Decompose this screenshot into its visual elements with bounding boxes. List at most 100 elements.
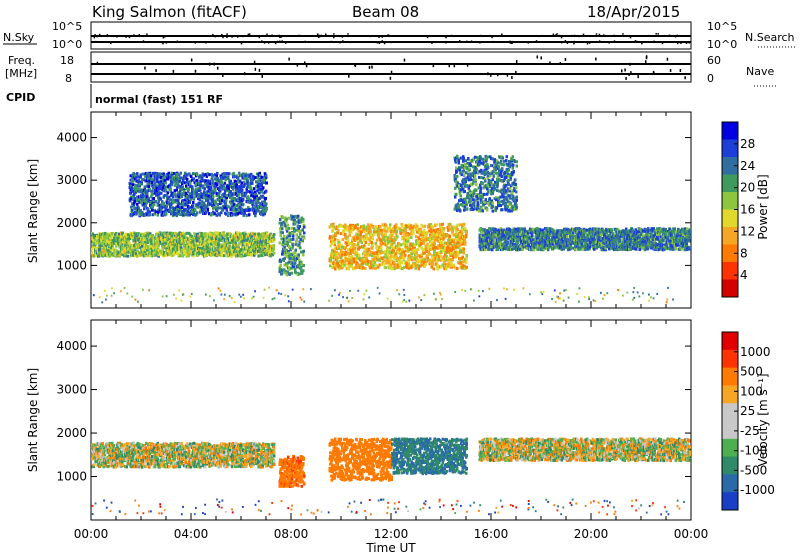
echo-cell [114, 240, 117, 244]
echo-cell [359, 266, 362, 270]
echo-cell [366, 227, 369, 231]
echo-cell [436, 228, 439, 232]
echo-cell [106, 236, 109, 240]
echo-cell [197, 252, 200, 256]
freq-point [254, 67, 257, 71]
echo-cell [433, 238, 436, 242]
freq-point [496, 73, 499, 77]
nsky-point [325, 33, 327, 36]
echo-cell [391, 245, 394, 249]
echo-cell [435, 238, 438, 242]
echo-cell [280, 237, 283, 241]
nsky-point [212, 33, 214, 36]
nsky-point [657, 33, 659, 35]
echo-cell [160, 237, 163, 241]
echo-cell [109, 236, 112, 240]
echo-cell [289, 232, 292, 236]
nsky-point [237, 34, 240, 37]
echo-cell [220, 247, 223, 251]
echo-cell [284, 216, 287, 220]
echo-cell [189, 233, 192, 237]
nsky-point [655, 33, 657, 35]
echo-cell [232, 237, 235, 241]
echo-cell [387, 263, 390, 267]
echo-cell [357, 243, 360, 247]
echo-cell [278, 265, 281, 269]
echo-cell [395, 229, 398, 233]
nsky-point [491, 36, 493, 39]
echo-cell [207, 250, 210, 254]
echo-cell [340, 248, 343, 252]
echo-cell [402, 257, 405, 261]
nsky-point [373, 41, 375, 43]
echo-cell [213, 247, 216, 251]
echo-cell [104, 231, 107, 235]
echo-cell [491, 248, 494, 252]
echo-cell [375, 250, 378, 254]
echo-cell [201, 234, 204, 238]
echo-cell [290, 266, 293, 270]
echo-cell [240, 232, 243, 236]
echo-cell [343, 260, 346, 264]
echo-cell [443, 227, 446, 231]
echo-cell [135, 232, 138, 236]
echo-cell [278, 241, 281, 245]
echo-cell [465, 254, 468, 258]
echo-cell [156, 240, 159, 244]
nsky-point [431, 42, 433, 45]
echo-cell [435, 260, 438, 264]
echo-cell [93, 245, 96, 249]
echo-cell [194, 245, 197, 249]
echo-cell [424, 261, 427, 265]
freq-point [222, 73, 224, 77]
echo-cell [109, 249, 112, 253]
freq-point [515, 59, 518, 63]
echo-cell [128, 241, 131, 245]
echo-cell [373, 254, 376, 258]
nsky-point [298, 34, 300, 37]
nsky-point [649, 41, 652, 43]
echo-cell [371, 251, 374, 255]
echo-cell [411, 244, 414, 248]
echo-cell [218, 253, 221, 257]
echo-cell [420, 233, 423, 237]
nsky-point [341, 36, 344, 38]
echo-cell [376, 255, 379, 259]
echo-cell [434, 230, 437, 234]
echo-cell [213, 249, 216, 253]
nsky-point [489, 34, 491, 37]
echo-cell [339, 254, 342, 258]
echo-cell [415, 255, 418, 259]
freq-label: Freq. [8, 54, 35, 67]
echo-cell [439, 234, 442, 238]
echo-cell [384, 239, 387, 243]
echo-cell [395, 263, 398, 267]
nsky-point [165, 42, 168, 44]
echo-cell [231, 240, 234, 244]
echo-cell [359, 236, 362, 240]
echo-cell [338, 267, 341, 271]
echo-cell [371, 243, 374, 247]
echo-cell [420, 223, 423, 227]
echo-cell [214, 231, 217, 235]
echo-cell [405, 245, 408, 249]
echo-cell [96, 246, 99, 250]
echo-cell [233, 246, 236, 250]
echo-cell [300, 220, 303, 224]
nsky-point [450, 34, 453, 37]
echo-cell [214, 243, 217, 247]
echo-cell [351, 249, 354, 253]
echo-cell [427, 251, 430, 255]
echo-cell [273, 251, 276, 255]
echo-cell [336, 261, 339, 265]
echo-cell [157, 243, 160, 247]
echo-cell [206, 252, 209, 256]
echo-cell [516, 241, 519, 245]
echo-cell [195, 236, 198, 240]
echo-cell [185, 236, 188, 240]
echo-cell [103, 249, 106, 253]
echo-cell [417, 267, 420, 271]
echo-cell [281, 231, 284, 235]
echo-cell [433, 248, 436, 252]
echo-cell [344, 253, 347, 257]
